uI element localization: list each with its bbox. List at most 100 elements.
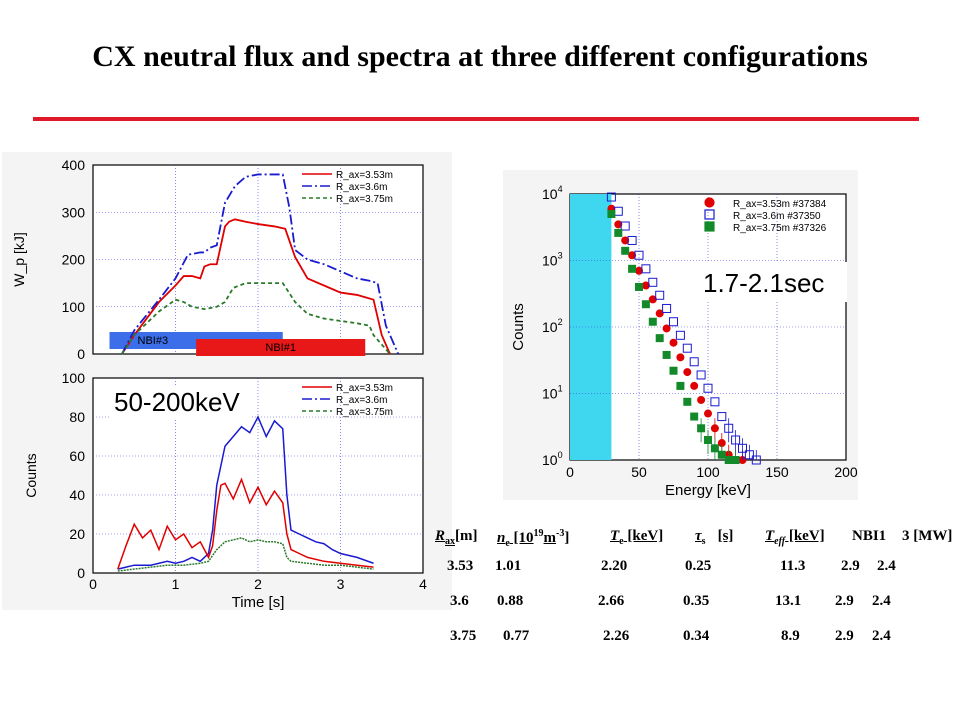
data-point	[710, 444, 719, 453]
table-cell: 13.1	[775, 593, 802, 609]
table-cell: 2.66	[598, 593, 625, 609]
data-point	[669, 338, 678, 347]
data-point	[655, 334, 664, 343]
data-point	[731, 435, 741, 445]
data-point	[676, 381, 685, 390]
series-line	[117, 415, 374, 570]
nbi-bar-label: NBI#1	[265, 342, 296, 354]
wp-chart: 0 100 200 300 400 W_p [kJ] NBI#3 NBI#1 R_ax=3.53…	[11, 157, 424, 362]
header-te-symbol: T	[610, 528, 620, 544]
y-tick-label: 0	[77, 346, 85, 362]
x-tick-label: 4	[419, 576, 427, 592]
data-point	[724, 423, 734, 433]
data-point	[621, 236, 630, 245]
data-point	[662, 324, 671, 333]
header-ne-symbol: n	[497, 530, 506, 546]
data-point	[710, 397, 720, 407]
header-power: 3 [MW]	[902, 528, 953, 544]
x-tick-label: 2	[254, 576, 262, 592]
x-tick-label: 3	[337, 576, 345, 592]
data-point	[683, 397, 692, 406]
y-tick-base: 10	[542, 386, 558, 402]
legend-label-wp: R_ax=3.75m	[336, 194, 393, 205]
header-tau: τs [s]	[695, 528, 733, 547]
y-tick-label: 60	[69, 448, 85, 464]
data-point	[689, 357, 699, 367]
y-tick-base: 10	[542, 186, 558, 202]
legend-swatch	[704, 197, 715, 208]
x-tick-label: 0	[89, 576, 97, 592]
data-point	[634, 250, 644, 260]
header-te-unit: [keV]	[623, 528, 664, 544]
data-point	[751, 455, 761, 465]
y-tick-exponent: 2	[558, 317, 563, 327]
header-ne-unit: [10	[509, 530, 534, 546]
x-axis-label: Time [s]	[232, 594, 285, 610]
table-cell: 0.34	[683, 628, 710, 644]
x-axis-label: Energy [keV]	[665, 482, 751, 499]
data-point	[704, 409, 712, 418]
table-cell: 2.9	[841, 558, 860, 574]
table-cell: 8.9	[781, 628, 800, 644]
header-ne-m-exp: -3	[556, 528, 565, 539]
y-tick-label: 200	[62, 252, 86, 268]
legend-label-sp: R_ax=3.6m #37350	[733, 211, 821, 222]
header-rax-symbol: R	[435, 528, 446, 544]
table-cell: 1.01	[495, 558, 522, 574]
header-teff: Teff [keV]	[765, 528, 825, 547]
data-point	[662, 303, 672, 313]
x-tick-label: 0	[566, 464, 574, 480]
data-point	[606, 192, 616, 202]
series-line	[121, 173, 400, 355]
y-tick-exponent: 0	[558, 450, 563, 460]
data-point	[628, 251, 637, 260]
y-tick-label: 400	[62, 157, 86, 173]
data-point	[614, 228, 623, 237]
y-tick-label: 100	[62, 370, 86, 386]
table-cell: 2.26	[603, 628, 630, 644]
header-tau-sub: s	[701, 536, 706, 547]
data-point	[669, 366, 678, 375]
spectra-chart-panel: 100 101 102 103 104 0 50 100 150 200 Energy [keV] C…	[503, 170, 858, 500]
x-tick-label: 200	[834, 464, 858, 480]
table-cell: 2.20	[601, 558, 628, 574]
y-tick-base: 10	[542, 319, 558, 335]
data-point	[662, 350, 671, 359]
legend-swatch	[704, 209, 715, 220]
series-line	[117, 537, 374, 572]
legend-label-ct: R_ax=3.53m	[336, 383, 393, 394]
y-tick-label: 100	[62, 299, 86, 315]
data-point	[628, 264, 637, 273]
table-cell: 3.6	[450, 593, 469, 609]
header-rax-sub: ax	[445, 536, 456, 547]
header-nbi: NBI1	[852, 528, 887, 544]
y-axis-label: Counts	[23, 453, 39, 497]
y-axis-label: W_p [kJ]	[11, 232, 27, 286]
header-rax-unit: [m]	[455, 528, 478, 544]
legend-label-ct: R_ax=3.6m	[336, 395, 387, 406]
table-cell: 2.9	[835, 628, 854, 644]
data-point	[655, 309, 664, 318]
counts-time-chart-panel: 0 20 40 60 80 100 0 1 2 3 4 Time [s] Counts R_ax=3.53…	[2, 365, 452, 611]
energy-range-annotation: 50-200keV	[114, 387, 240, 417]
header-tau-symbol: τ	[695, 528, 702, 544]
y-tick-label: 40	[69, 487, 85, 503]
header-ne-exp: 19	[533, 528, 544, 539]
table-cell: 0.88	[497, 593, 524, 609]
y-tick-base: 10	[542, 452, 558, 468]
data-point	[648, 277, 658, 287]
data-point	[614, 220, 623, 229]
x-tick-label: 1	[172, 576, 180, 592]
data-point	[690, 381, 699, 390]
y-tick-label: 103	[542, 251, 563, 269]
data-point	[675, 330, 685, 340]
data-point	[641, 264, 651, 274]
y-axis-label: Counts	[510, 303, 527, 351]
title-underline	[33, 117, 919, 121]
legend-label-sp: R_ax=3.53m #37384	[733, 199, 827, 210]
data-point	[676, 353, 685, 362]
data-point	[620, 221, 630, 231]
x-tick-label: 100	[696, 464, 720, 480]
header-te: Te [keV]	[610, 528, 663, 547]
